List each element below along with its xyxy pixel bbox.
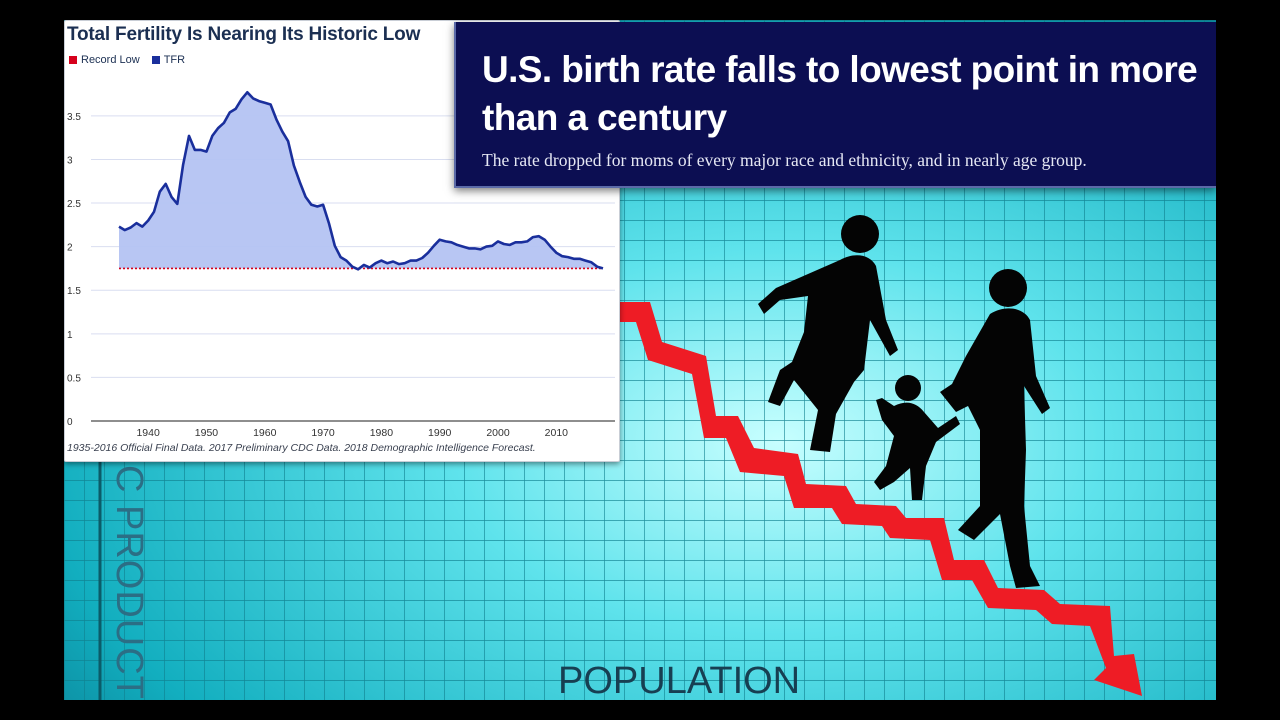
legend-swatch-record-low — [69, 56, 77, 64]
falling-red-arrow — [620, 302, 1142, 696]
y-tick-label: 0 — [67, 417, 73, 428]
x-tick-label: 1940 — [136, 427, 160, 439]
family-silhouette — [758, 215, 1050, 588]
legend-item-tfr: TFR — [151, 54, 186, 66]
headline-title: U.S. birth rate falls to lowest point in… — [482, 49, 1198, 138]
legend-label-tfr: TFR — [163, 54, 186, 66]
x-tick-label: 1950 — [195, 427, 219, 439]
tfr-area — [119, 92, 603, 270]
product-axis-label: C PRODUCT — [108, 465, 150, 700]
tfr-series-line — [118, 91, 604, 271]
y-tick-label: 0.5 — [67, 373, 81, 384]
x-tick-label: 2000 — [486, 427, 510, 439]
y-tick-label: 2.5 — [67, 199, 81, 210]
x-tick-label: 2010 — [545, 427, 569, 439]
x-tick-label: 1970 — [311, 427, 335, 439]
x-tick-label: 1980 — [370, 427, 394, 439]
legend-item-record-low: Record Low — [69, 54, 140, 66]
population-axis-label: POPULATION — [558, 660, 801, 702]
legend-swatch-tfr — [151, 56, 160, 64]
x-tick-label: 1990 — [428, 427, 452, 439]
chart-source-note: 1935-2016 Official Final Data. 2017 Prel… — [67, 442, 536, 454]
y-tick-label: 3 — [67, 155, 73, 166]
y-tick-label: 1.5 — [67, 286, 81, 297]
y-tick-label: 2 — [67, 243, 73, 254]
headline-card: U.S. birth rate falls to lowest point in… — [454, 22, 1216, 188]
chart-title: Total Fertility Is Nearing Its Historic … — [67, 24, 421, 45]
legend-label-record-low: Record Low — [81, 54, 140, 66]
y-tick-label: 1 — [67, 330, 73, 341]
x-tick-label: 1960 — [253, 427, 277, 439]
headline-subtitle: The rate dropped for moms of every major… — [482, 150, 1087, 170]
fertility-chart: 0 0.5 1 1.5 2 2.5 3 3.5 1940 1950 1960 1970 1980 1990… — [67, 91, 615, 439]
y-tick-label: 3.5 — [67, 112, 81, 123]
chart-legend: Record Low TFR — [69, 54, 197, 66]
